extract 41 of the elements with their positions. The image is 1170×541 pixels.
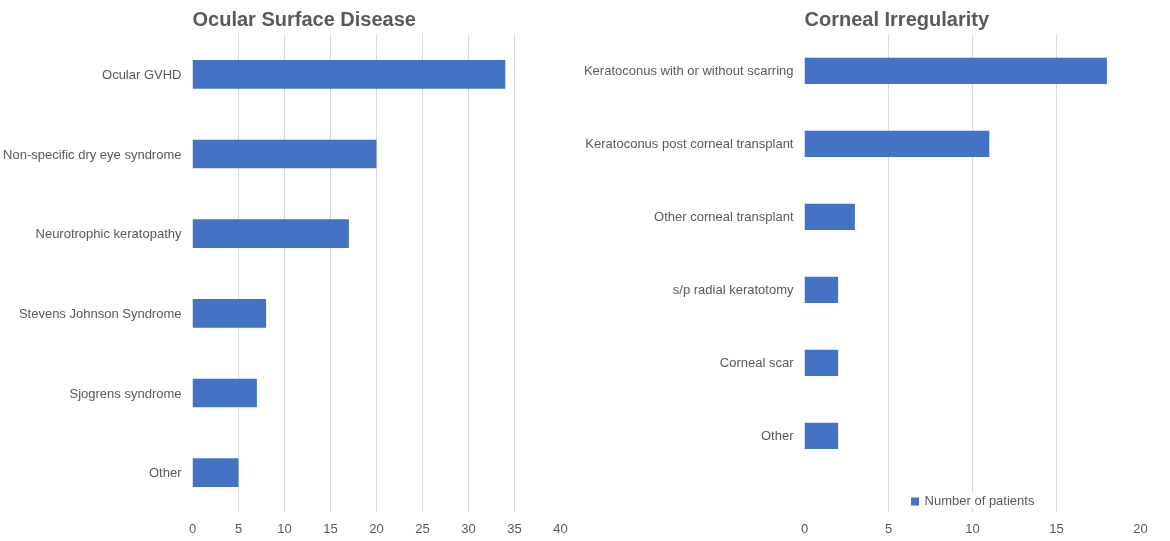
x-tick-label: 10 bbox=[965, 520, 980, 536]
bar bbox=[192, 219, 349, 249]
bar bbox=[804, 203, 855, 231]
bar bbox=[804, 57, 1107, 85]
y-tick-label: Non-specific dry eye syndrome bbox=[3, 146, 182, 162]
y-tick-label: Corneal scar bbox=[719, 355, 795, 371]
y-tick-label: Stevens Johnson Syndrome bbox=[18, 305, 182, 321]
x-tick-label: 40 bbox=[553, 520, 568, 536]
x-tick-label: 15 bbox=[1049, 520, 1064, 536]
bar bbox=[804, 276, 839, 304]
x-tick-label: 5 bbox=[884, 520, 893, 536]
x-tick-label: 0 bbox=[800, 520, 809, 536]
x-tick-label: 0 bbox=[188, 520, 197, 536]
chart-title: Ocular Surface Disease bbox=[192, 7, 416, 30]
bar bbox=[192, 458, 239, 488]
bar bbox=[192, 139, 377, 169]
x-tick-label: 5 bbox=[234, 520, 243, 536]
x-tick-label: 35 bbox=[507, 520, 522, 536]
x-tick-label: 20 bbox=[369, 520, 384, 536]
y-tick-label: Ocular GVHD bbox=[102, 66, 182, 82]
legend-label: Number of patients bbox=[924, 493, 1035, 508]
y-tick-label: Other bbox=[760, 428, 795, 444]
x-tick-label: 30 bbox=[461, 520, 476, 536]
bar bbox=[192, 59, 506, 89]
chart-title: Corneal Irregularity bbox=[804, 7, 990, 30]
bar bbox=[804, 130, 990, 158]
y-tick-label: Keratoconus post corneal transplant bbox=[585, 136, 794, 152]
x-tick-label: 25 bbox=[415, 520, 430, 536]
x-tick-label: 20 bbox=[1133, 520, 1148, 536]
y-tick-label: Other corneal transplant bbox=[654, 209, 794, 225]
y-tick-label: Sjogrens syndrome bbox=[69, 385, 182, 401]
y-tick-label: Other bbox=[148, 465, 183, 481]
y-tick-label: s/p radial keratotomy bbox=[672, 282, 794, 298]
x-tick-label: 15 bbox=[323, 520, 338, 536]
bar bbox=[804, 422, 839, 450]
x-tick-label: 10 bbox=[277, 520, 292, 536]
y-tick-label: Neurotrophic keratopathy bbox=[35, 226, 182, 242]
bar bbox=[192, 378, 257, 408]
bar bbox=[804, 349, 839, 377]
bar bbox=[192, 298, 267, 328]
y-tick-label: Keratoconus with or without scarring bbox=[583, 63, 794, 79]
